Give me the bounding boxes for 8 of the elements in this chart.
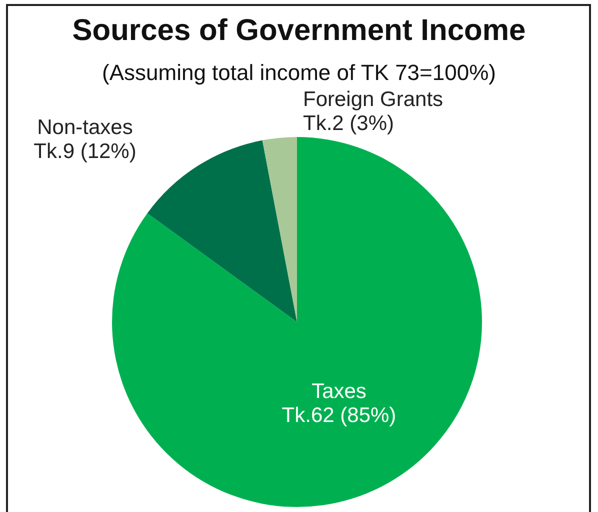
slice-label: Foreign Grants <box>303 88 444 111</box>
slice-label: Non-taxes <box>37 116 133 139</box>
data-label: Tk.62 (85%) <box>282 404 396 428</box>
chart-title: Sources of Government Income <box>71 14 527 48</box>
slice-label: Taxes <box>312 380 366 404</box>
data-label: Tk.9 (12%) <box>34 140 136 163</box>
data-label: Tk.2 (3%) <box>303 112 394 135</box>
chart-subtitle: (Assuming total income of TK 73=100%) <box>101 60 497 86</box>
